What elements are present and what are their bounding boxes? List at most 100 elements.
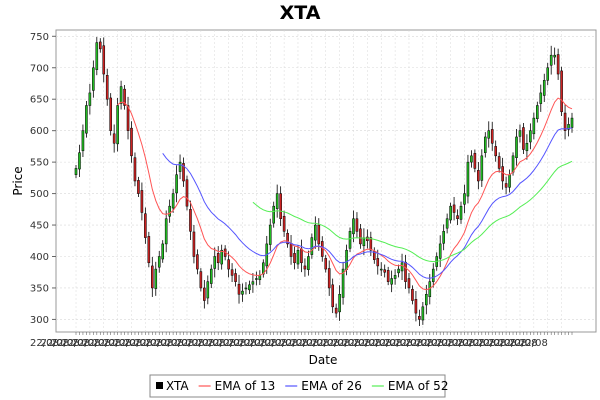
candle-body xyxy=(563,112,567,131)
x-tick-label: 22/08 xyxy=(394,338,423,349)
candle-body xyxy=(275,193,279,209)
candle xyxy=(282,210,286,237)
candle-body xyxy=(227,259,230,270)
candle-body xyxy=(407,278,411,289)
candle xyxy=(376,249,380,275)
y-tick-label: 350 xyxy=(30,283,49,294)
candle xyxy=(463,184,466,214)
x-tick-label: 22/08 xyxy=(498,338,527,349)
candle xyxy=(570,112,574,133)
x-tick-label: 22/08 xyxy=(457,338,486,349)
candle-body xyxy=(425,294,428,306)
y-axis-ticks: 300 350 400 450 500 550 600 650 700 750 xyxy=(30,32,56,326)
candle-body xyxy=(258,275,262,281)
candle xyxy=(227,251,230,278)
candle-body xyxy=(452,204,456,213)
candle xyxy=(536,101,539,123)
x-tick-label: 22/08 xyxy=(207,338,236,349)
x-tick-label: 22/08 xyxy=(249,338,278,349)
candle xyxy=(490,121,494,151)
candle-body xyxy=(504,183,508,188)
x-tick-label: 22/08 xyxy=(353,338,382,349)
candle-body xyxy=(411,288,414,301)
candle-body xyxy=(473,153,477,169)
candle xyxy=(95,37,99,76)
candle xyxy=(355,212,359,238)
candle-body xyxy=(501,166,504,182)
candle-body xyxy=(209,268,213,284)
candle xyxy=(390,270,393,293)
x-tick-label: 22/08 xyxy=(363,338,392,349)
ema-line-52 xyxy=(252,160,573,263)
candle-body xyxy=(570,117,574,128)
x-tick-label: 22/08 xyxy=(155,338,184,349)
candle xyxy=(275,184,279,218)
candle xyxy=(431,263,435,288)
legend-item: EMA of 26 xyxy=(285,379,362,393)
y-tick-label: 550 xyxy=(30,158,49,169)
candle xyxy=(379,262,383,277)
candle-body xyxy=(373,251,376,260)
candle-body xyxy=(293,253,296,264)
candle xyxy=(213,247,217,278)
candle-body xyxy=(442,231,445,244)
candle-body xyxy=(220,249,223,265)
candle xyxy=(532,112,536,140)
candle xyxy=(418,309,421,326)
candle-body xyxy=(567,124,570,130)
candle-body xyxy=(268,224,272,245)
candle-body xyxy=(379,268,383,271)
candle-body xyxy=(286,232,289,245)
candle-body xyxy=(508,174,511,188)
candle-body xyxy=(331,284,334,308)
candle-body xyxy=(324,258,328,270)
x-axis-ticks: 22/0822/0822/0822/0822/0822/0822/0822/08… xyxy=(30,332,573,349)
candle xyxy=(497,152,501,173)
candle-body xyxy=(386,270,390,282)
candle-body xyxy=(359,228,362,245)
candle xyxy=(477,161,480,190)
candle xyxy=(81,124,85,158)
candle-body xyxy=(199,271,203,289)
candle xyxy=(199,268,203,292)
x-tick-label: 22/08 xyxy=(144,338,173,349)
candle xyxy=(296,245,300,269)
candle xyxy=(553,47,556,65)
candle xyxy=(192,225,196,264)
candle xyxy=(185,175,189,211)
candle-body xyxy=(206,281,210,299)
candle-body xyxy=(140,190,144,213)
candle-body xyxy=(345,249,348,270)
candle xyxy=(234,268,237,287)
ema-series xyxy=(117,97,573,291)
candle-body xyxy=(116,105,119,145)
x-tick-label: 22/08 xyxy=(259,338,288,349)
legend-item: EMA of 13 xyxy=(198,379,275,393)
candle-body xyxy=(553,54,556,58)
candle xyxy=(157,250,161,273)
candle-body xyxy=(95,42,99,70)
candle-body xyxy=(161,243,165,260)
candle xyxy=(438,235,442,268)
candle-body xyxy=(470,155,473,163)
x-tick-label: 22/08 xyxy=(92,338,121,349)
y-tick-label: 750 xyxy=(30,32,49,43)
legend: XTA EMA of 13 EMA of 26 EMA of 52 xyxy=(156,379,448,393)
candle-body xyxy=(414,299,418,314)
x-tick-label: 22/08 xyxy=(165,338,194,349)
y-tick-label: 650 xyxy=(30,95,49,106)
candle xyxy=(539,84,543,112)
x-tick-label: 22/08 xyxy=(82,338,111,349)
candle-body xyxy=(303,265,307,270)
y-tick-label: 300 xyxy=(30,315,49,326)
candle xyxy=(414,290,418,322)
candle-body xyxy=(529,130,532,143)
y-tick-label: 450 xyxy=(30,221,49,232)
candle xyxy=(154,261,158,296)
x-tick-label: 22/08 xyxy=(280,338,309,349)
candle-body xyxy=(81,130,85,152)
candle-body xyxy=(102,45,106,75)
x-tick-label: 22/08 xyxy=(321,338,350,349)
candle-body xyxy=(490,129,494,144)
